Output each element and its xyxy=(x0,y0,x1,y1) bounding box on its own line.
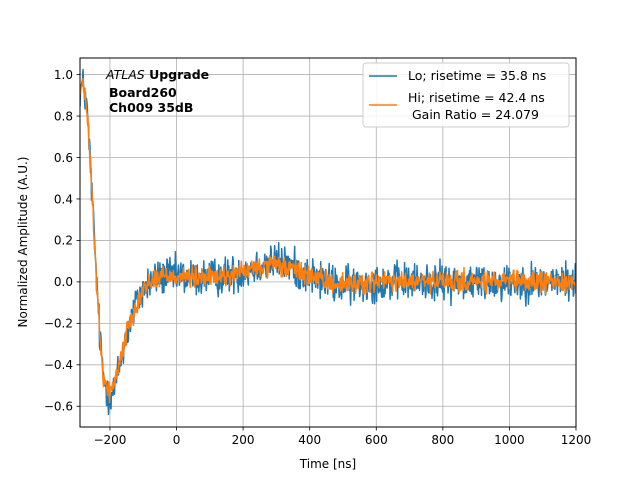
x-tick-label: 800 xyxy=(431,433,454,447)
x-tick-label: 200 xyxy=(232,433,255,447)
annotation-board: Board260 xyxy=(109,85,177,100)
y-tick-label: −0.4 xyxy=(44,358,73,372)
x-axis-ticks: −200 0 200 400 600 800 1000 1200 xyxy=(93,427,591,447)
series-line-hi xyxy=(80,77,576,404)
annotation-channel: Ch009 35dB xyxy=(109,100,193,115)
x-tick-label: 400 xyxy=(298,433,321,447)
y-tick-label: 0.8 xyxy=(54,109,73,123)
y-axis-label: Normalized Amplitude (A.U.) xyxy=(16,157,30,328)
legend-box xyxy=(362,62,570,128)
series-layer xyxy=(80,68,576,416)
x-tick-label: −200 xyxy=(93,433,126,447)
x-tick-label: 1200 xyxy=(561,433,592,447)
y-tick-label: 0.6 xyxy=(54,151,73,165)
y-tick-label: 1.0 xyxy=(54,68,73,82)
legend-label-gain: Gain Ratio = 24.079 xyxy=(408,107,539,122)
annotation-upgrade: Upgrade xyxy=(145,67,209,82)
legend-label-hi: Hi; risetime = 42.4 ns xyxy=(408,90,545,105)
svg-text:ATLAS Upgrade: ATLAS Upgrade xyxy=(105,67,209,82)
y-tick-label: −0.6 xyxy=(44,400,73,414)
y-tick-label: 0.4 xyxy=(54,192,73,206)
y-tick-label: 0.2 xyxy=(54,234,73,248)
plot-frame xyxy=(79,57,577,428)
legend: Lo; risetime = 35.8 ns Hi; risetime = 42… xyxy=(362,62,570,128)
x-axis-label: Time [ns] xyxy=(299,457,356,471)
y-tick-label: 0.0 xyxy=(54,275,73,289)
y-tick-label: −0.2 xyxy=(44,317,73,331)
atlas-annotation: ATLAS Upgrade Board260 Ch009 35dB xyxy=(105,67,209,115)
legend-label-lo: Lo; risetime = 35.8 ns xyxy=(408,68,546,83)
y-axis-ticks: −0.6 −0.4 −0.2 0.0 0.2 0.4 0.6 0.8 1.0 xyxy=(44,68,80,414)
annotation-atlas: ATLAS xyxy=(105,67,145,82)
x-tick-label: 1000 xyxy=(494,433,525,447)
x-tick-label: 600 xyxy=(365,433,388,447)
x-tick-label: 0 xyxy=(173,433,181,447)
